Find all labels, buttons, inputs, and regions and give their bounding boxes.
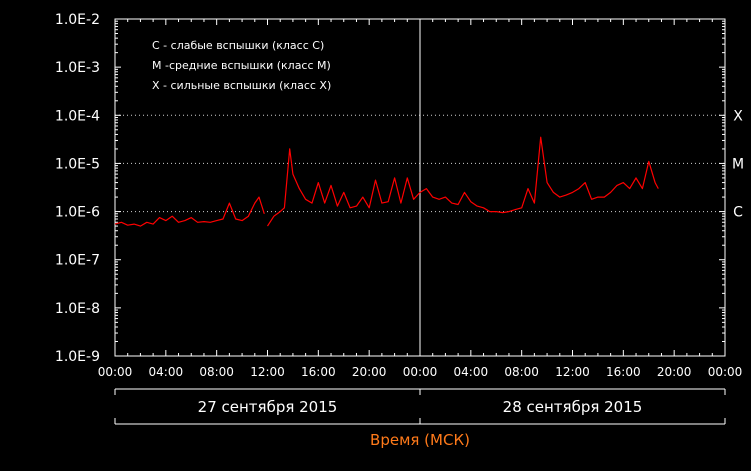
date-label: 27 сентября 2015 bbox=[198, 398, 338, 416]
class-level-label: M bbox=[732, 156, 744, 172]
x-tick-label: 12:00 bbox=[555, 365, 590, 379]
flux-series-line bbox=[266, 136, 659, 227]
x-tick-label: 16:00 bbox=[606, 365, 641, 379]
date-axis: 27 сентября 2015 28 сентября 2015 bbox=[114, 388, 726, 425]
class-level-label: C bbox=[733, 205, 743, 221]
x-tick-label: 04:00 bbox=[149, 365, 184, 379]
x-axis: 00:00 04:00 08:00 12:00 16:00 20:00 00:00 04:00… bbox=[98, 19, 743, 379]
x-tick-label: 12:00 bbox=[250, 365, 285, 379]
x-tick-label: 08:00 bbox=[504, 365, 539, 379]
y-axis: 1.0E-2 1.0E-3 1.0E-4 1.0E-5 1.0E-6 1.0E-7 1.0E… bbox=[55, 12, 725, 365]
legend-entry: M -средние вспышки (класс M) bbox=[152, 59, 331, 72]
date-label: 28 сентября 2015 bbox=[503, 398, 643, 416]
y-tick-label: 1.0E-9 bbox=[55, 349, 100, 365]
legend: C - слабые вспышки (класс C) M -средние в… bbox=[152, 39, 331, 92]
y-tick-label: 1.0E-6 bbox=[55, 205, 100, 221]
x-axis-title: Время (МСК) bbox=[370, 431, 470, 449]
x-tick-label: 04:00 bbox=[454, 365, 489, 379]
y-tick-label: 1.0E-2 bbox=[55, 12, 100, 28]
x-tick-label: 20:00 bbox=[352, 365, 387, 379]
x-tick-label: 16:00 bbox=[301, 365, 336, 379]
y-tick-label: 1.0E-5 bbox=[55, 156, 100, 172]
y-tick-label: 1.0E-3 bbox=[55, 60, 100, 76]
x-tick-label: 08:00 bbox=[199, 365, 234, 379]
class-level-labels: X M C bbox=[732, 108, 744, 220]
x-tick-label: 00:00 bbox=[98, 365, 133, 379]
flux-series bbox=[114, 136, 659, 227]
legend-entry: C - слабые вспышки (класс C) bbox=[152, 39, 324, 52]
class-level-label: X bbox=[733, 108, 743, 124]
flux-series-line bbox=[114, 196, 265, 227]
y-tick-label: 1.0E-4 bbox=[55, 108, 100, 124]
x-tick-label: 00:00 bbox=[403, 365, 438, 379]
x-tick-label: 20:00 bbox=[657, 365, 692, 379]
x-tick-label: 00:00 bbox=[708, 365, 743, 379]
legend-entry: X - сильные вспышки (класс X) bbox=[152, 79, 331, 92]
y-tick-label: 1.0E-8 bbox=[55, 301, 100, 317]
y-tick-label: 1.0E-7 bbox=[55, 253, 100, 269]
